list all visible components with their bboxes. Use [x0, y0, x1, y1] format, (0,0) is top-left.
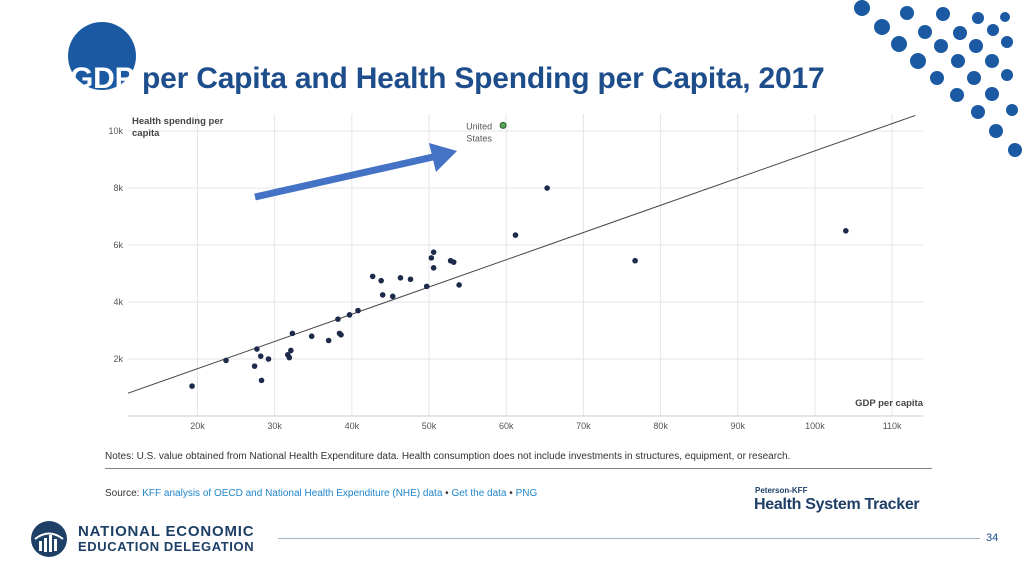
data-point: [369, 273, 376, 280]
trend-line: [127, 114, 916, 394]
data-point: [407, 276, 414, 283]
tracker-logo-top: Peterson-KFF: [755, 486, 808, 495]
x-tick-label: 80k: [653, 421, 668, 431]
y-tick-label: 6k: [113, 240, 123, 250]
data-point: [544, 185, 550, 191]
y-tick-label: 10k: [108, 126, 123, 136]
footer-divider: [278, 538, 980, 539]
x-tick-label: 100k: [805, 421, 825, 431]
source-link-get-data[interactable]: Get the data: [451, 488, 507, 499]
data-point: [430, 265, 437, 271]
data-point: [512, 232, 519, 238]
org-name-line1: NATIONAL ECONOMIC: [78, 523, 255, 540]
highlight-label: States: [466, 133, 492, 143]
highlight-label: United: [466, 121, 492, 131]
x-tick-label: 20k: [190, 421, 205, 431]
x-tick-label: 30k: [267, 421, 282, 431]
data-point: [456, 282, 462, 288]
data-point: [397, 275, 404, 281]
y-tick-label: 2k: [113, 354, 123, 364]
source-link-analysis[interactable]: KFF analysis of OECD and National Health…: [142, 488, 443, 499]
title-gdp: GDP: [70, 62, 134, 95]
data-point: [265, 356, 272, 362]
source-separator: •: [506, 488, 516, 499]
data-point: [843, 228, 849, 234]
data-point: [308, 333, 315, 340]
data-point: [450, 259, 457, 265]
nee-globe-icon: [31, 521, 67, 557]
y-tick-label: 4k: [113, 297, 123, 307]
data-point: [346, 312, 353, 318]
source-label: Source:: [105, 488, 143, 499]
chart-source: Source: KFF analysis of OECD and Nationa…: [105, 488, 537, 499]
annotation-arrow-head: [429, 143, 457, 172]
data-point: [258, 377, 265, 384]
page-number: 34: [986, 532, 999, 544]
data-point: [335, 316, 341, 322]
org-name-line2: EDUCATION DELEGATION: [78, 539, 255, 554]
source-link-png[interactable]: PNG: [515, 488, 538, 499]
data-point: [223, 357, 229, 364]
data-point: [289, 330, 296, 337]
annotation-arrow: [254, 153, 434, 201]
data-point: [254, 346, 260, 352]
y-axis-label: capita: [132, 128, 160, 139]
data-point: [338, 332, 344, 338]
y-tick-label: 8k: [113, 183, 123, 193]
data-point: [286, 354, 293, 361]
data-point: [378, 277, 384, 284]
data-point: [632, 257, 638, 264]
source-separator: •: [442, 488, 452, 499]
x-tick-label: 90k: [730, 421, 745, 431]
data-point: [379, 292, 386, 298]
data-point: [189, 383, 195, 389]
data-point: [430, 249, 437, 255]
data-point: [389, 293, 396, 300]
data-point: [428, 255, 435, 261]
data-point: [251, 363, 258, 369]
x-tick-label: 110k: [883, 421, 902, 431]
x-tick-label: 40k: [345, 421, 360, 431]
chart-notes: Notes: U.S. value obtained from National…: [105, 451, 791, 462]
x-tick-label: 70k: [576, 421, 591, 431]
y-axis-label: Health spending per: [132, 116, 224, 127]
notes-divider: [105, 468, 932, 469]
title-rest: per Capita and Health Spending per Capit…: [133, 62, 825, 95]
data-point: [355, 307, 361, 314]
data-point: [257, 353, 264, 359]
x-tick-label: 50k: [422, 421, 437, 431]
data-point: [288, 347, 294, 354]
x-axis-label: GDP per capita: [855, 398, 924, 409]
slide-title: GDP per Capita and Health Spending per C…: [70, 62, 825, 96]
data-point: [423, 283, 430, 290]
x-tick-label: 60k: [499, 421, 514, 431]
highlight-point: [499, 121, 507, 129]
tracker-logo-main: Health System Tracker: [754, 496, 920, 513]
data-point: [325, 337, 332, 344]
title-circle-badge: [68, 22, 136, 90]
